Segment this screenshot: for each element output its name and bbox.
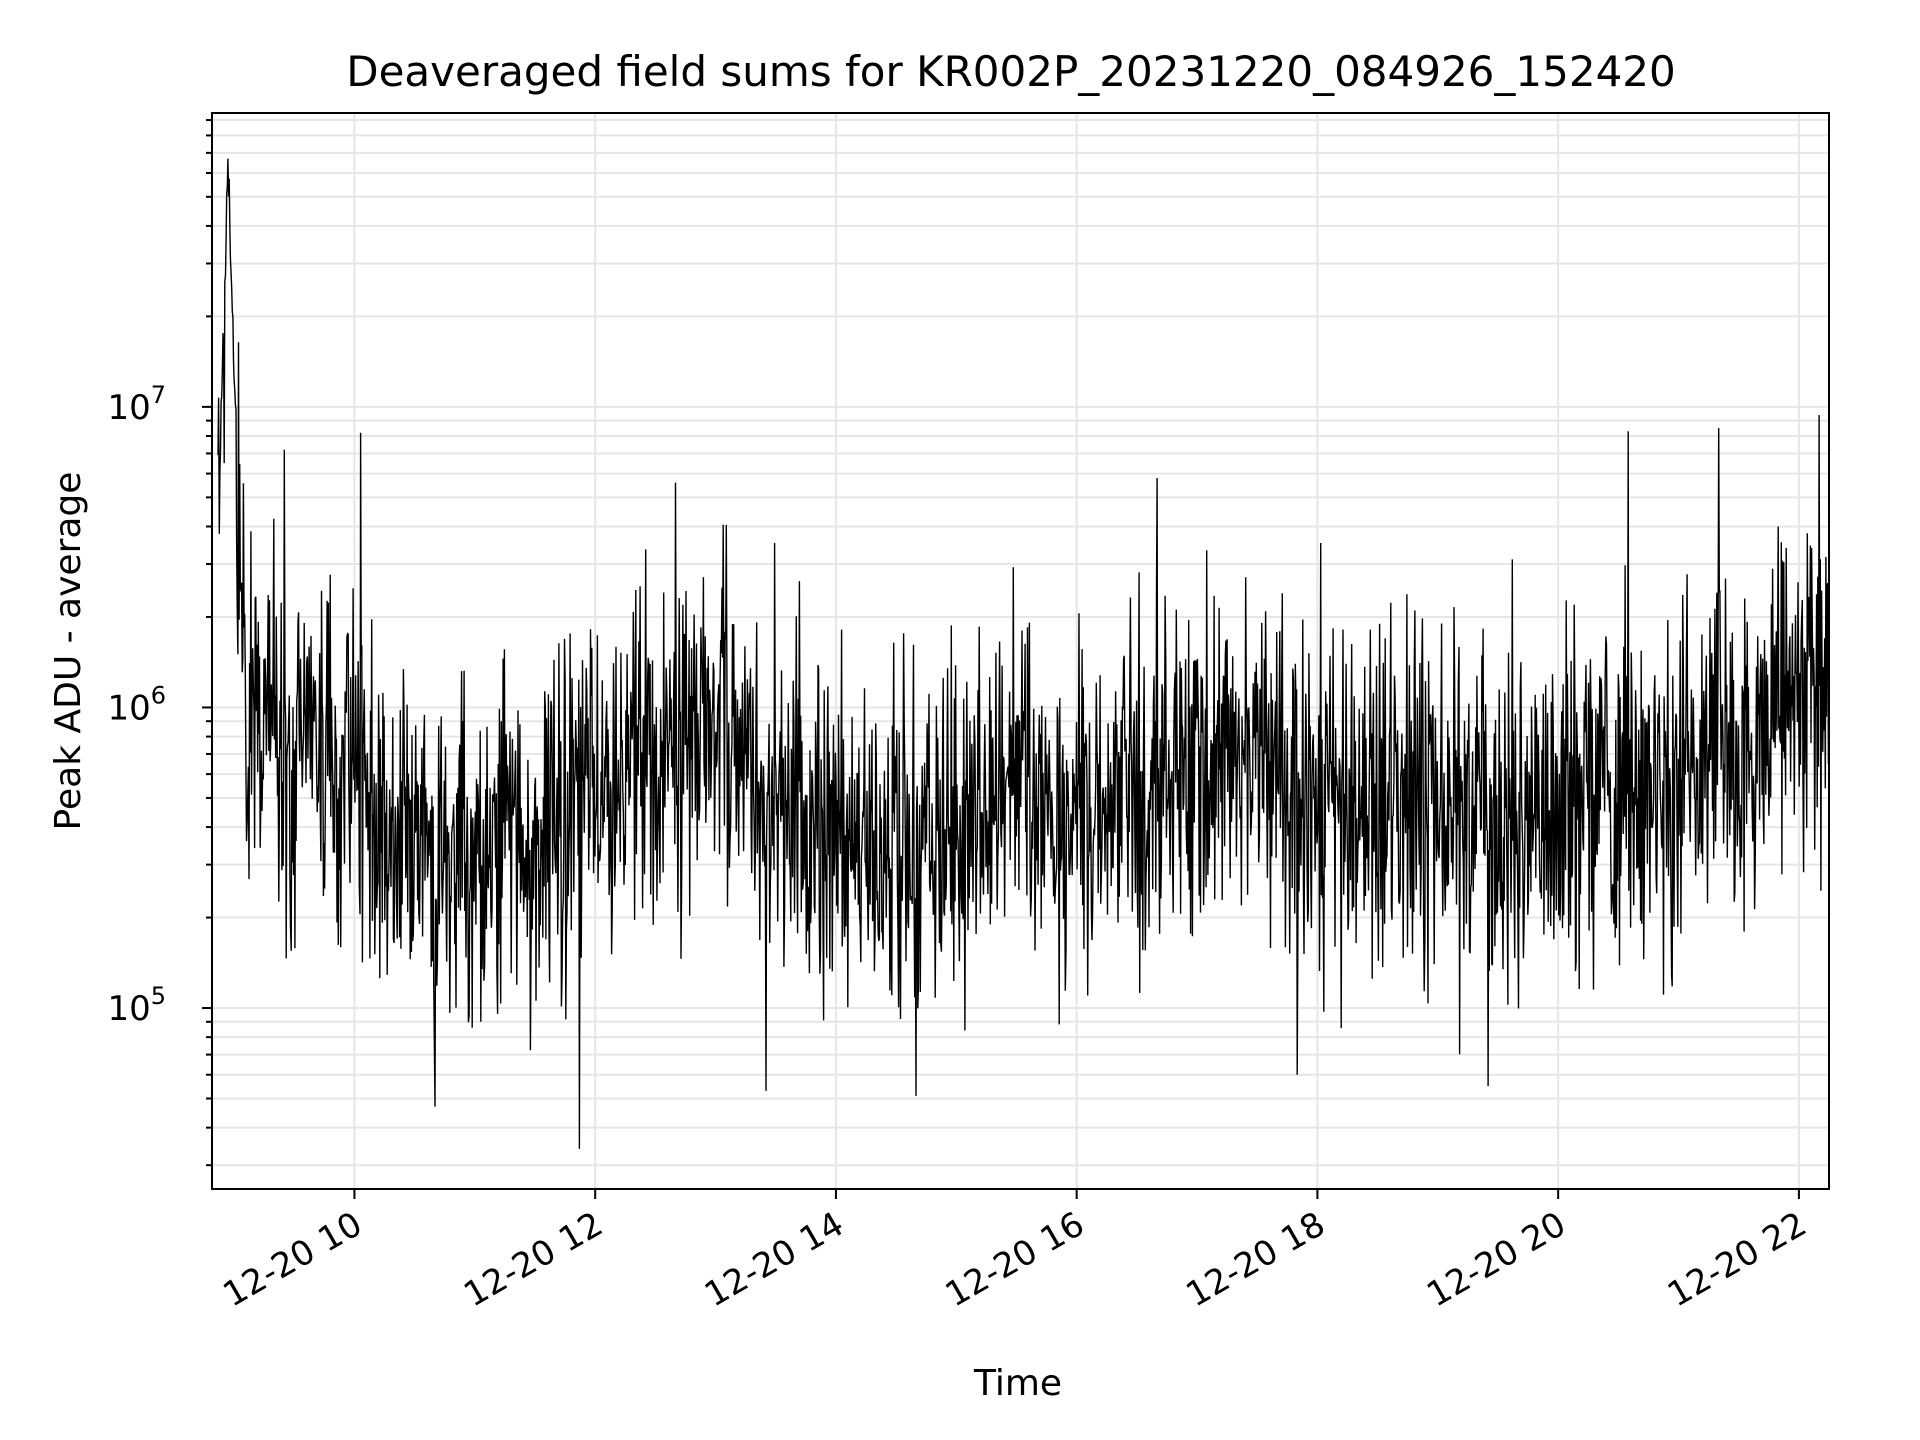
axes-frame [211,112,1830,1190]
y-axis-label: Peak ADU - average [48,472,89,831]
y-tick-label: 106 [107,681,166,728]
y-tick-label: 107 [107,381,166,428]
y-tick-label: 105 [107,982,166,1029]
chart-title: Deaveraged field sums for KR002P_2023122… [346,47,1676,96]
series-line [217,158,1829,1149]
plot-area [217,158,1829,1149]
x-axis-label: Time [973,1363,1062,1404]
